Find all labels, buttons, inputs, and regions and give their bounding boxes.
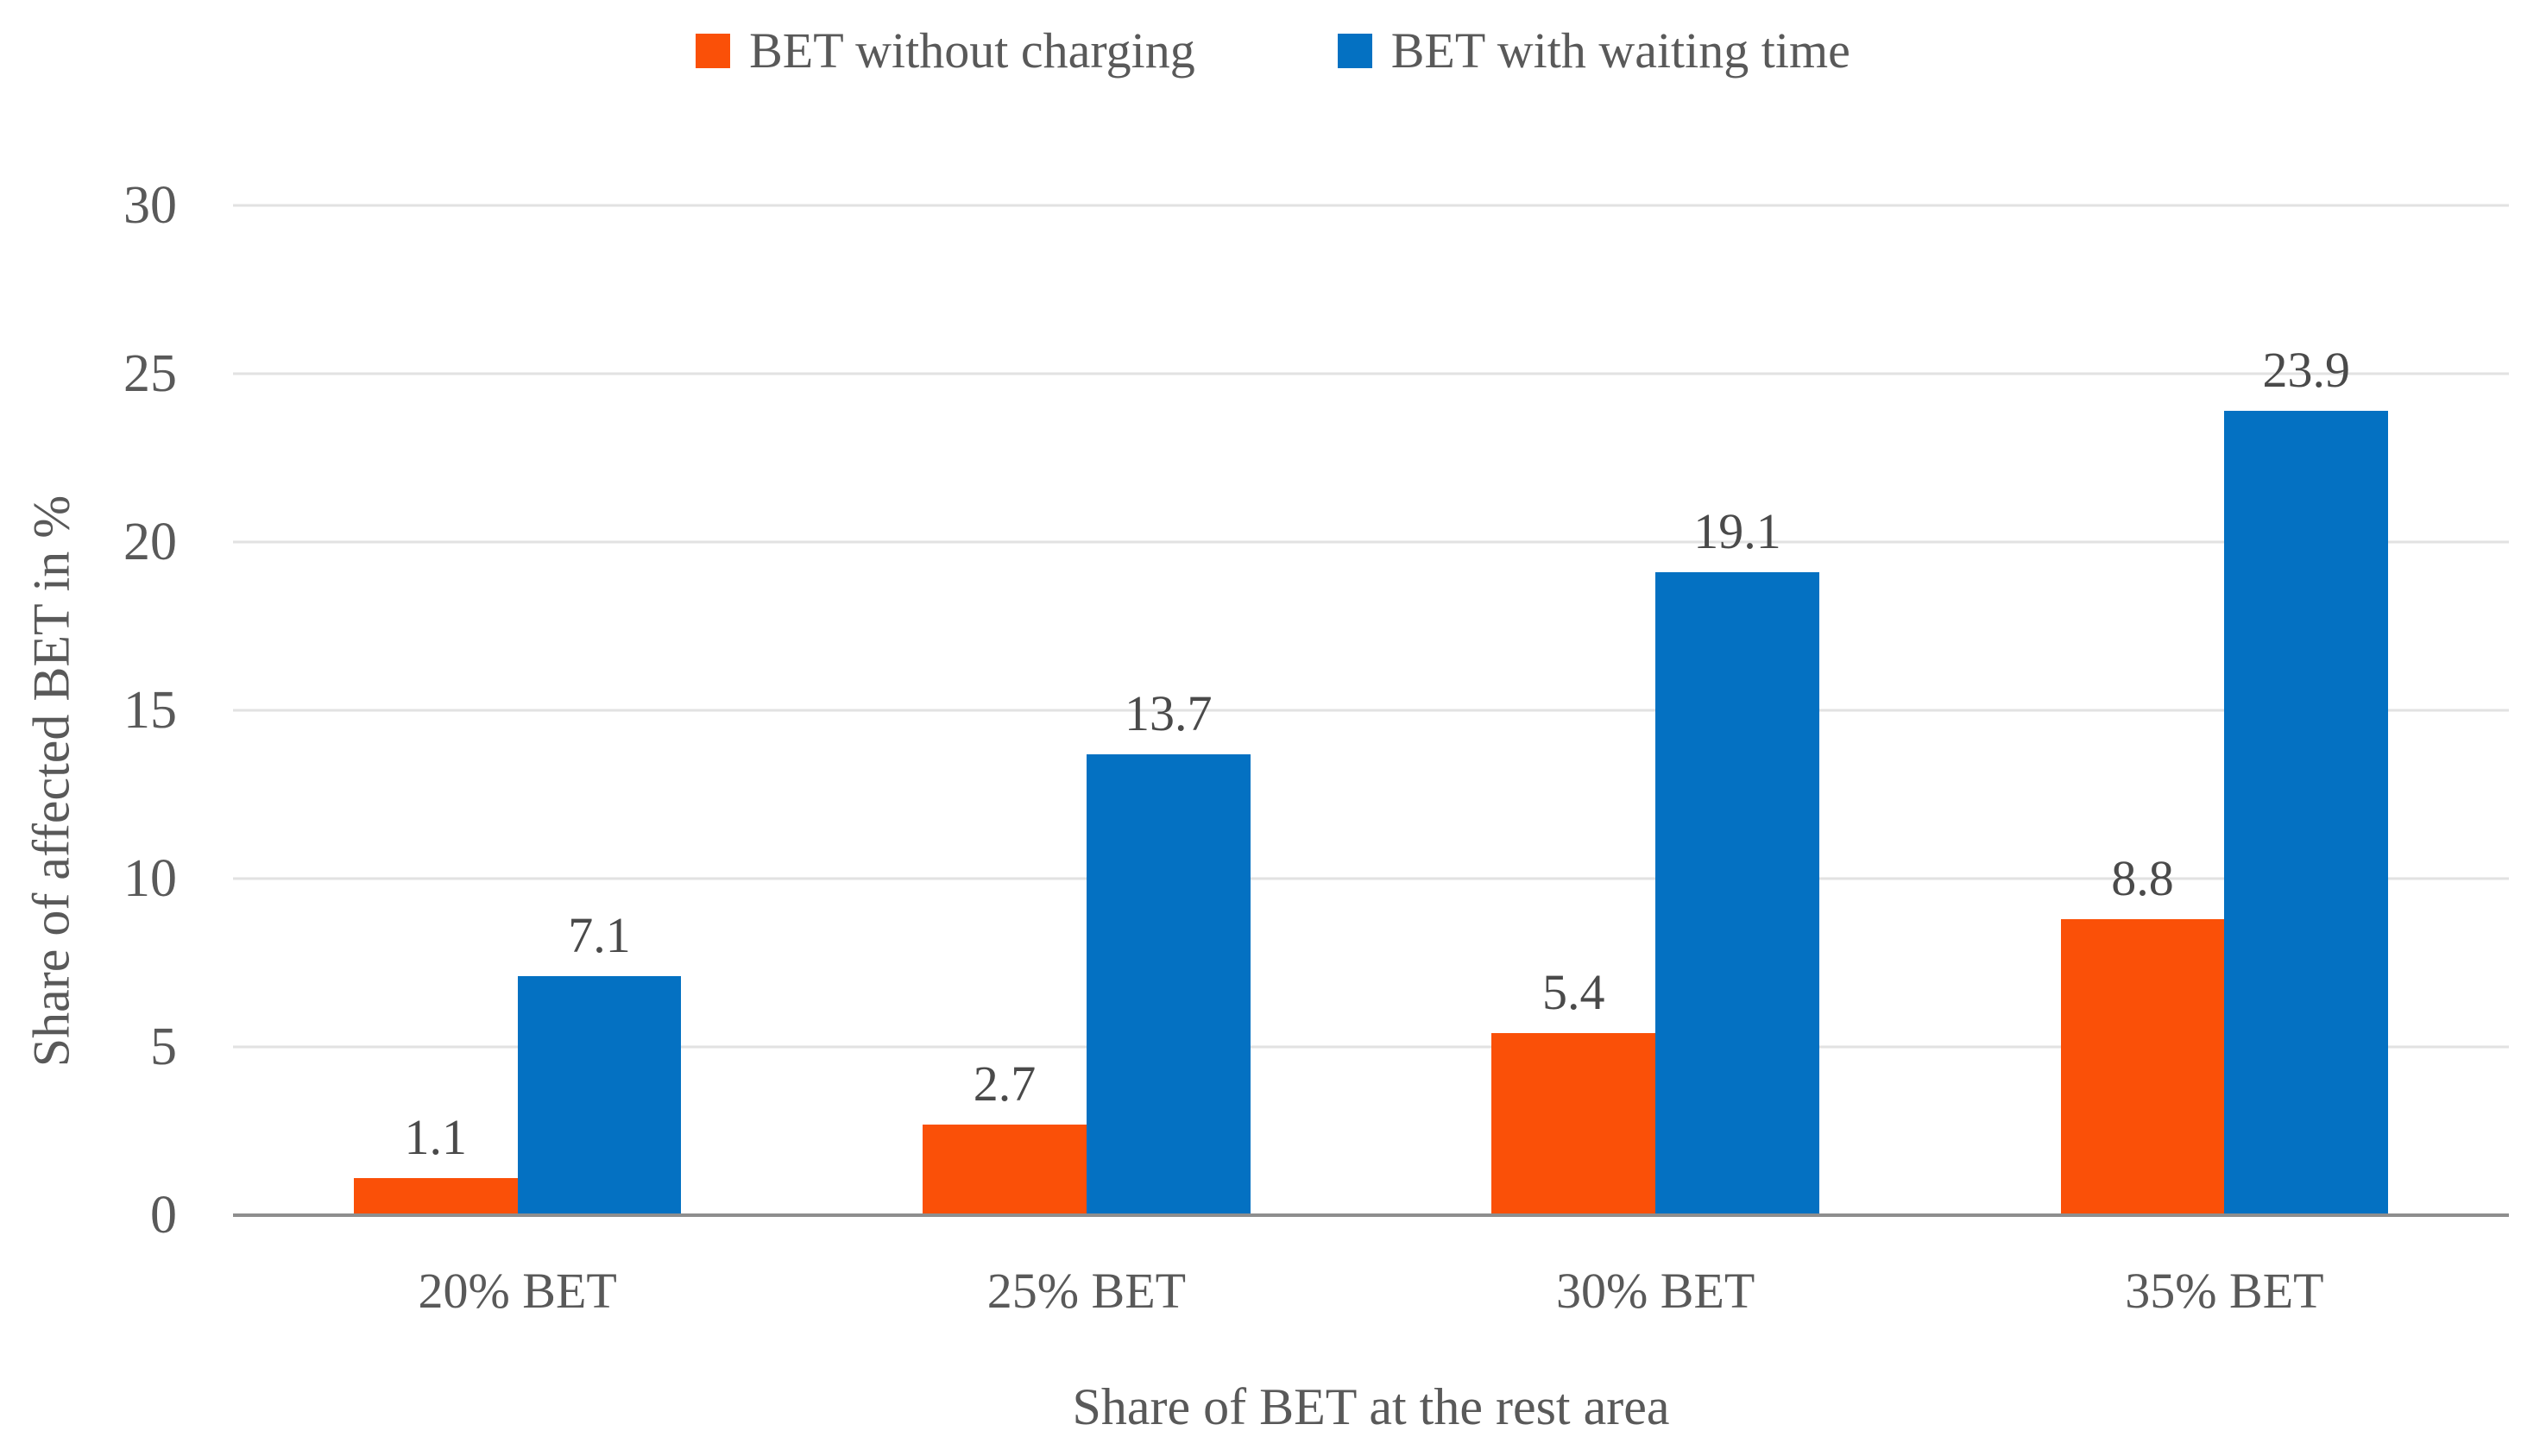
- x-axis-line: [233, 1213, 2509, 1217]
- bar-column: 2.7: [923, 205, 1087, 1215]
- bar-value-label: 13.7: [1125, 684, 1213, 741]
- bar-group: 2.7 13.7: [802, 205, 1371, 1215]
- bar: [1086, 753, 1251, 1215]
- legend: BET without charging BET with waiting ti…: [0, 21, 2546, 81]
- bars-layer: 1.1 7.1 2.7 13.7 5.4 19.1 8.8 23.9: [233, 205, 2509, 1215]
- x-tick-label: 35% BET: [2125, 1263, 2324, 1319]
- y-tick-label: 0: [150, 1186, 177, 1245]
- bar-column: 23.9: [2224, 205, 2389, 1215]
- bar-value-label: 8.8: [2111, 849, 2174, 906]
- y-tick-label: 5: [150, 1018, 177, 1076]
- gridline: [233, 1045, 2509, 1049]
- y-tick-label: 25: [123, 344, 177, 403]
- bar: [1491, 1033, 1656, 1215]
- gridline: [233, 540, 2509, 544]
- legend-item-with-waiting-time: BET with waiting time: [1337, 21, 1850, 81]
- x-tick-label: 30% BET: [1555, 1263, 1755, 1319]
- gridline: [233, 204, 2509, 207]
- gridline: [233, 877, 2509, 880]
- bar: [517, 976, 682, 1215]
- legend-label: BET without charging: [749, 22, 1195, 79]
- bar-column: 13.7: [1086, 205, 1251, 1215]
- legend-item-without-charging: BET without charging: [696, 21, 1195, 81]
- y-tick-label: 30: [123, 176, 177, 235]
- bar: [923, 1124, 1087, 1215]
- x-tick-label: 20% BET: [418, 1263, 617, 1319]
- gridline: [233, 372, 2509, 375]
- bar: [353, 1178, 518, 1215]
- bar-column: 7.1: [517, 205, 682, 1215]
- bar-group: 1.1 7.1: [233, 205, 802, 1215]
- bar-column: 19.1: [1655, 205, 1819, 1215]
- legend-swatch-orange-icon: [696, 33, 731, 68]
- bar-value-label: 1.1: [404, 1109, 467, 1166]
- x-axis-title: Share of BET at the rest area: [1072, 1378, 1670, 1435]
- gridline: [233, 709, 2509, 712]
- y-axis-tick-labels: 0 5 10 15 20 25 30: [0, 179, 177, 1242]
- bar-group: 5.4 19.1: [1371, 205, 1940, 1215]
- legend-swatch-blue-icon: [1337, 33, 1372, 68]
- y-tick-label: 10: [123, 849, 177, 908]
- y-tick-label: 15: [123, 681, 177, 740]
- plot-area: 1.1 7.1 2.7 13.7 5.4 19.1 8.8 23.9: [233, 204, 2509, 1217]
- bar-group: 8.8 23.9: [1940, 205, 2509, 1215]
- bar-value-label: 5.4: [1541, 964, 1605, 1021]
- bar-value-label: 19.1: [1693, 503, 1781, 560]
- bar-column: 1.1: [353, 205, 518, 1215]
- bar: [2060, 918, 2225, 1215]
- bar-value-label: 2.7: [973, 1055, 1037, 1112]
- bar-value-label: 7.1: [568, 907, 631, 964]
- y-tick-label: 20: [123, 513, 177, 571]
- x-tick-label: 25% BET: [986, 1263, 1187, 1319]
- bar: [2224, 410, 2389, 1215]
- bar-value-label: 23.9: [2262, 341, 2351, 398]
- bar-column: 5.4: [1491, 205, 1656, 1215]
- legend-label: BET with waiting time: [1390, 22, 1850, 79]
- x-axis-tick-labels: 20% BET 25% BET 30% BET 35% BET: [233, 1262, 2509, 1320]
- bar: [1655, 572, 1819, 1215]
- bar-column: 8.8: [2060, 205, 2225, 1215]
